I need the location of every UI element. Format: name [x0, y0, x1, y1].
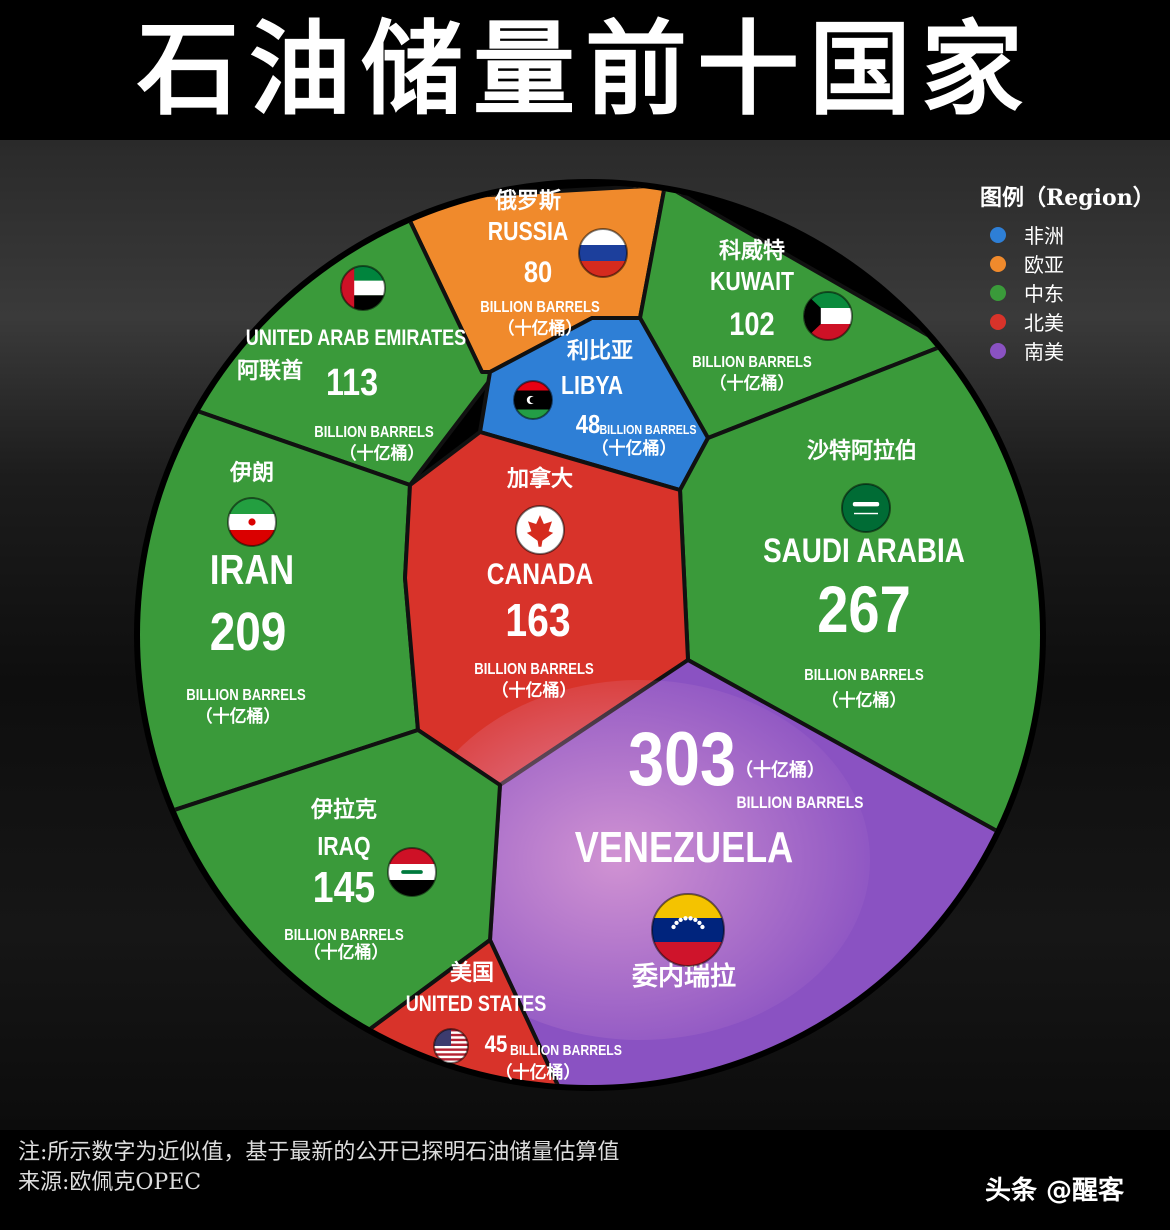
- country-name-en: VENEZUELA: [575, 823, 793, 872]
- reserve-value: 102: [729, 307, 774, 343]
- unit-billion-barrels: BILLION BARRELS: [510, 1042, 622, 1058]
- reserve-value: 45: [485, 1030, 508, 1057]
- unit-cn: （十亿桶）: [196, 706, 281, 727]
- uae-flag-icon: [340, 265, 386, 311]
- country-name-en: IRAN: [210, 547, 294, 594]
- russia-flag-icon: [578, 228, 628, 278]
- unit-cn: （十亿桶）: [822, 690, 907, 711]
- legend-item: 中东: [980, 278, 1165, 307]
- country-name-en: IRAQ: [317, 832, 370, 862]
- country-name-cn: 科威特: [719, 238, 785, 264]
- unit-billion-barrels: BILLION BARRELS: [474, 661, 594, 678]
- watermark: 头条 @醒客: [985, 1176, 1125, 1206]
- unit-cn: （十亿桶）: [735, 759, 825, 781]
- unit-cn: （十亿桶）: [340, 443, 425, 464]
- country-name-cn: 伊拉克: [310, 797, 377, 823]
- legend-item: 南美: [980, 336, 1165, 365]
- legend-item: 欧亚: [980, 249, 1165, 278]
- country-name-en: LIBYA: [561, 371, 623, 401]
- unit-cn: （十亿桶）: [498, 318, 583, 339]
- reserve-value: 80: [524, 255, 552, 288]
- unit-cn: （十亿桶）: [492, 680, 577, 701]
- legend-item: 非洲: [980, 220, 1165, 249]
- country-name-cn: 利比亚: [567, 339, 633, 364]
- country-name-cn: 沙特阿拉伯: [807, 438, 917, 464]
- unit-cn: （十亿桶）: [496, 1062, 581, 1083]
- reserve-value: 163: [505, 595, 570, 647]
- kuwait-flag-icon: [803, 291, 853, 341]
- unit-billion-barrels: BILLION BARRELS: [480, 299, 600, 316]
- country-name-en: UNITED STATES: [406, 992, 547, 1016]
- unit-cn: （十亿桶）: [304, 942, 389, 963]
- legend-title: 图例（Region）: [980, 185, 1155, 211]
- unit-billion-barrels: BILLION BARRELS: [284, 927, 404, 944]
- reserve-value: 267: [817, 573, 911, 646]
- legend-dot-icon: [990, 313, 1006, 330]
- iraq-flag-icon: [387, 847, 437, 897]
- country-name-cn: 美国: [450, 960, 494, 986]
- reserve-value: 209: [210, 602, 287, 662]
- unit-billion-barrels: BILLION BARRELS: [692, 354, 812, 371]
- unit-cn: （十亿桶）: [710, 373, 795, 394]
- legend: 图例（Region） 非洲欧亚中东北美南美: [980, 180, 1165, 365]
- country-name-cn: 加拿大: [506, 466, 573, 492]
- reserve-value: 113: [326, 362, 378, 404]
- unit-billion-barrels: BILLION BARRELS: [314, 424, 434, 441]
- country-name-en: RUSSIA: [488, 217, 569, 247]
- country-name-en: KUWAIT: [710, 267, 794, 297]
- venezuela-oil-drop-glow: [410, 680, 870, 1040]
- unit-cn: （十亿桶）: [592, 438, 677, 459]
- legend-label: 北美: [1024, 311, 1064, 335]
- country-name-en: UNITED ARAB EMIRATES: [246, 326, 466, 350]
- legend-label: 南美: [1024, 340, 1064, 364]
- canada-flag-icon: [515, 505, 565, 555]
- footer: 注:所示数字为近似值，基于最新的公开已探明石油储量估算值 来源:欧佩克OPEC: [18, 1138, 619, 1198]
- unit-billion-barrels: BILLION BARRELS: [599, 422, 696, 437]
- legend-label: 欧亚: [1024, 253, 1064, 277]
- legend-label: 中东: [1024, 282, 1064, 306]
- footer-note: 注:所示数字为近似值，基于最新的公开已探明石油储量估算值: [18, 1140, 620, 1165]
- reserve-value: 48: [576, 410, 601, 439]
- country-name-cn: 伊朗: [229, 460, 274, 486]
- libya-flag-icon: [513, 380, 553, 420]
- legend-dot-icon: [990, 226, 1006, 243]
- country-name-cn: 俄罗斯: [494, 188, 561, 214]
- country-name-cn: 阿联酋: [237, 358, 303, 384]
- reserve-value: 145: [313, 862, 375, 912]
- venezuela-flag-icon: [651, 893, 725, 967]
- unit-billion-barrels: BILLION BARRELS: [186, 687, 306, 704]
- legend-dot-icon: [990, 255, 1006, 272]
- country-name-en: CANADA: [487, 557, 594, 591]
- legend-label: 非洲: [1024, 224, 1064, 248]
- usa-flag-icon: [433, 1028, 469, 1064]
- legend-item: 北美: [980, 307, 1165, 336]
- legend-dot-icon: [990, 284, 1006, 301]
- iran-flag-icon: [227, 497, 277, 547]
- footer-source: 来源:欧佩克OPEC: [18, 1170, 202, 1195]
- unit-billion-barrels: BILLION BARRELS: [737, 794, 864, 813]
- page-title: 石油储量前十国家: [137, 10, 1033, 130]
- saudi-flag-icon: [841, 483, 891, 533]
- legend-dot-icon: [990, 342, 1006, 359]
- country-name-en: SAUDI ARABIA: [763, 531, 965, 569]
- reserve-value: 303: [628, 716, 736, 801]
- unit-billion-barrels: BILLION BARRELS: [804, 667, 924, 684]
